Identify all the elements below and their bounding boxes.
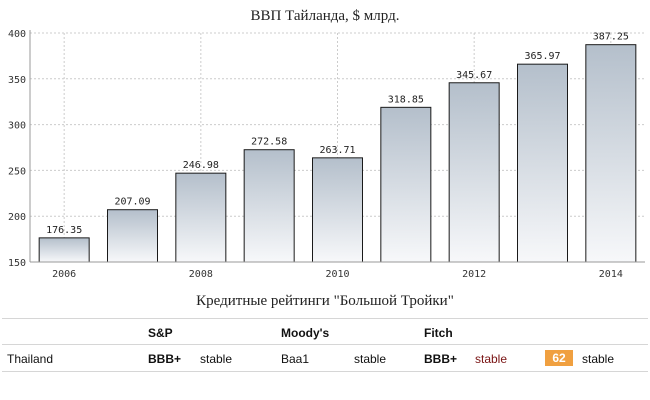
score-badge: 62: [545, 350, 573, 366]
bar-2014: [585, 44, 637, 263]
bar-2007: [107, 209, 158, 263]
data-label-2014: 387.25: [593, 32, 629, 43]
fitch-rating: BBB+: [424, 352, 458, 366]
header-sp: S&P: [148, 326, 173, 340]
bar-2010: [312, 157, 363, 263]
bar-2011: [380, 106, 432, 263]
data-label-2007: 207.09: [114, 197, 150, 208]
table-divider: [2, 344, 648, 345]
data-label-2012: 345.67: [456, 70, 492, 81]
axis-layer: 150 200 250 300 350 400 2006 2008 2010 2012 2014: [8, 29, 645, 280]
bar-2012: [448, 82, 500, 263]
country-name: Thailand: [7, 352, 54, 366]
y-tick-label: 300: [8, 121, 26, 132]
y-tick-label: 400: [8, 29, 26, 40]
sp-outlook: stable: [200, 352, 233, 366]
bar-2008: [175, 172, 227, 263]
bar-2006: [38, 237, 90, 263]
fitch-outlook: stable: [475, 352, 508, 366]
moodys-rating: Baa1: [281, 352, 310, 366]
x-tick-label: 2008: [189, 269, 213, 280]
ratings-table: S&P Moody's Fitch Thailand BBB+ stable B…: [2, 318, 648, 372]
data-label-2013: 365.97: [524, 51, 560, 62]
bars-layer: [38, 44, 637, 263]
x-tick-label: 2006: [52, 269, 76, 280]
data-label-2009: 272.58: [251, 137, 287, 148]
data-label-2011: 318.85: [388, 94, 424, 105]
header-moodys: Moody's: [281, 326, 330, 340]
data-label-2008: 246.98: [183, 160, 219, 171]
bar-2013: [517, 63, 568, 263]
y-tick-label: 250: [8, 166, 26, 177]
x-tick-label: 2010: [325, 269, 349, 280]
ratings-title: Кредитные рейтинги "Большой Тройки": [196, 293, 454, 309]
x-tick-label: 2014: [599, 269, 623, 280]
data-label-2006: 176.35: [46, 225, 82, 236]
bar-2009: [243, 149, 295, 263]
y-tick-label: 150: [8, 258, 26, 269]
labels-layer: 176.35 207.09 246.98 272.58 263.71 318.85 345.…: [46, 32, 629, 236]
header-fitch: Fitch: [424, 326, 453, 340]
x-tick-label: 2012: [462, 269, 486, 280]
data-label-2010: 263.71: [319, 145, 355, 156]
y-tick-label: 200: [8, 212, 26, 223]
gdp-bar-chart: ВВП Тайланда, $ млрд. 176.35 207.09 246.98…: [8, 8, 645, 280]
chart-title: ВВП Тайланда, $ млрд.: [251, 8, 400, 24]
moodys-outlook: stable: [354, 352, 387, 366]
y-tick-label: 350: [8, 75, 26, 86]
score-outlook: stable: [582, 352, 615, 366]
sp-rating: BBB+: [148, 352, 182, 366]
